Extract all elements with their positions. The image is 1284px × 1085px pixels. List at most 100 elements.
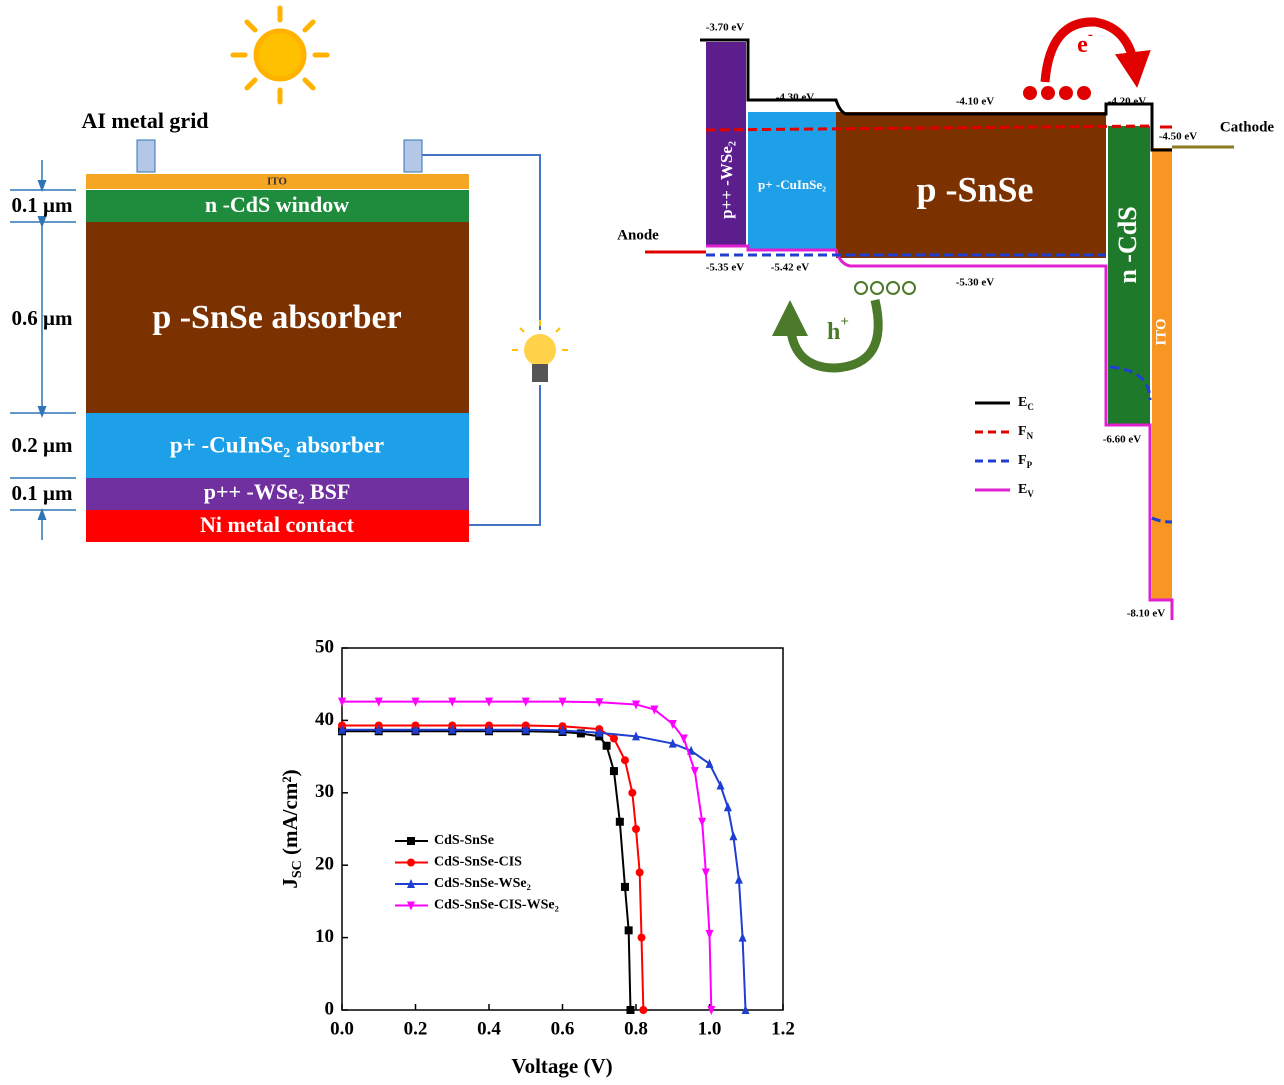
legend-label: CdS-SnSe-CIS-WSe₂ <box>434 898 559 913</box>
data-point <box>729 831 738 841</box>
layer-label: p++ -WSe₂ BSF <box>204 479 351 504</box>
data-point <box>734 874 743 884</box>
y-tick-label: 10 <box>315 926 334 947</box>
sun-icon <box>230 5 330 105</box>
data-point <box>639 1006 648 1014</box>
thickness-label: 0.1 μm <box>12 193 73 217</box>
data-point <box>609 734 618 743</box>
energy-label: -5.35 eV <box>706 262 745 274</box>
data-point <box>558 697 567 707</box>
cis-region <box>748 112 836 250</box>
y-tick-label: 30 <box>315 781 334 802</box>
data-point <box>521 724 530 734</box>
fp-line <box>706 253 1173 524</box>
fn-line <box>705 124 1151 132</box>
electrons <box>1023 86 1091 100</box>
data-point <box>595 698 604 708</box>
data-point <box>637 933 646 942</box>
cds-region <box>1108 126 1150 425</box>
x-axis-label: Voltage (V) <box>511 1054 612 1078</box>
region-label: n -CdS <box>1113 206 1142 283</box>
x-tick-label: 0.8 <box>624 1018 648 1039</box>
energy-label: -6.60 eV <box>1103 434 1142 446</box>
data-point <box>338 697 346 707</box>
grid-finger <box>136 139 156 173</box>
y-tick-label: 50 <box>315 636 334 657</box>
energy-label: -4.50 eV <box>1159 131 1198 143</box>
data-point <box>707 1006 716 1015</box>
grid-label: AI metal grid <box>81 108 208 133</box>
energy-label: -8.10 eV <box>1127 608 1166 620</box>
data-point <box>632 825 640 833</box>
device-schematic: AI metal grid ITO n -CdS window p -SnSe … <box>10 5 568 542</box>
wse2-region <box>706 42 746 246</box>
series-line <box>342 730 632 1011</box>
data-point <box>690 767 699 777</box>
ito-layer <box>86 174 469 189</box>
legend-label: FN <box>1018 424 1034 441</box>
x-tick-label: 0.4 <box>477 1018 501 1039</box>
legend-marker <box>407 901 415 911</box>
electron-arrow <box>1040 17 1151 88</box>
legend-label: CdS-SnSe-WSe₂ <box>434 876 531 891</box>
data-point <box>741 1005 750 1014</box>
data-point <box>738 932 747 942</box>
energy-label: -5.42 eV <box>771 262 810 274</box>
data-point <box>576 729 585 738</box>
hole-label: h+ <box>827 314 849 344</box>
data-point <box>411 697 420 707</box>
data-point <box>679 734 688 744</box>
region-label: ITO <box>1153 318 1169 345</box>
legend-label: EC <box>1018 395 1034 412</box>
thickness-label: 0.6 μm <box>12 306 73 330</box>
anode-label: Anode <box>617 227 659 243</box>
data-point <box>716 780 725 790</box>
region-label: p++ -WSe₂ <box>717 141 736 219</box>
energy-label: -4.30 eV <box>776 92 815 104</box>
data-point <box>705 929 714 939</box>
data-point <box>374 724 383 734</box>
y-tick-label: 20 <box>315 854 334 875</box>
ni-layer <box>86 510 469 542</box>
data-point <box>448 697 457 707</box>
grid-finger <box>403 139 423 173</box>
data-point <box>609 767 618 776</box>
region-label: p+ -CuInSe₂ <box>758 177 826 192</box>
data-point <box>620 756 629 765</box>
cathode-label: Cathode <box>1220 119 1275 135</box>
valence-band <box>706 244 1174 620</box>
x-tick-label: 1.0 <box>698 1018 722 1039</box>
hole-arrow <box>772 298 883 373</box>
energy-label: -5.30 eV <box>956 277 995 289</box>
data-point <box>595 727 604 737</box>
snse-layer <box>86 222 469 413</box>
data-point <box>705 758 714 768</box>
wse2-layer <box>86 478 469 510</box>
data-point <box>558 725 567 735</box>
data-point <box>624 926 633 935</box>
thickness-scale <box>10 160 76 540</box>
legend-label: CdS-SnSe-CIS <box>434 855 522 870</box>
thickness-label: 0.2 μm <box>12 433 73 457</box>
x-tick-label: 0.0 <box>330 1018 354 1039</box>
y-tick-label: 40 <box>315 709 334 730</box>
conduction-band <box>700 38 1172 152</box>
data-point <box>485 697 493 707</box>
x-tick-label: 0.2 <box>404 1018 428 1039</box>
legend-marker <box>407 858 415 867</box>
data-point <box>635 868 644 877</box>
data-point <box>668 738 677 748</box>
layer-label: ITO <box>267 176 287 188</box>
ito-region <box>1152 148 1172 600</box>
snse-region <box>836 112 1106 258</box>
thickness-label: 0.1 μm <box>12 481 73 505</box>
data-point <box>374 697 383 707</box>
y-axis-label: JSC (mA/cm²) <box>278 769 305 888</box>
electron-label: e- <box>1077 27 1093 57</box>
data-point <box>632 700 640 710</box>
region-label: p -SnSe <box>916 169 1033 209</box>
legend-marker <box>407 837 415 845</box>
bulb-icon <box>512 320 568 382</box>
jv-chart: Voltage (V) JSC (mA/cm²) 0.0 0.2 0.4 0.6 0.8… <box>278 636 795 1077</box>
